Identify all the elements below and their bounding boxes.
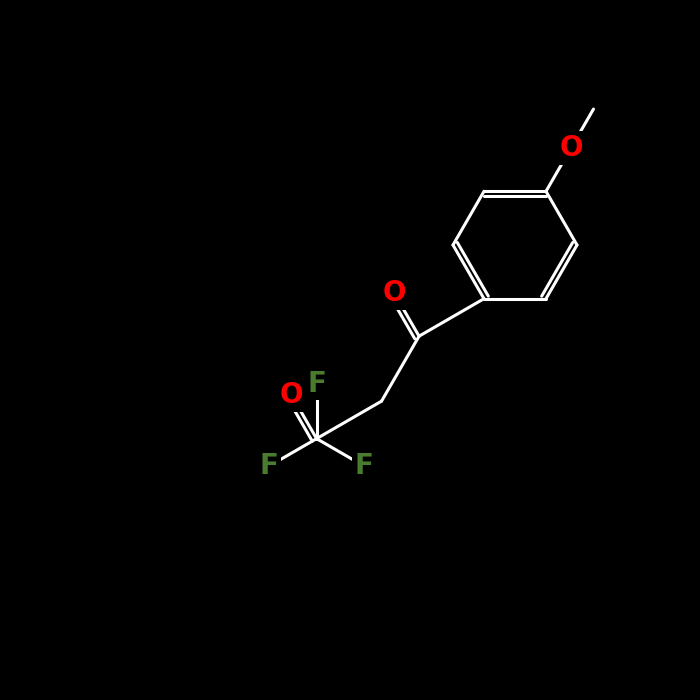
Text: O: O <box>382 279 406 307</box>
Text: F: F <box>307 370 326 398</box>
Text: F: F <box>355 452 374 480</box>
Text: O: O <box>280 382 303 409</box>
Text: O: O <box>559 134 582 162</box>
Text: F: F <box>260 452 279 480</box>
